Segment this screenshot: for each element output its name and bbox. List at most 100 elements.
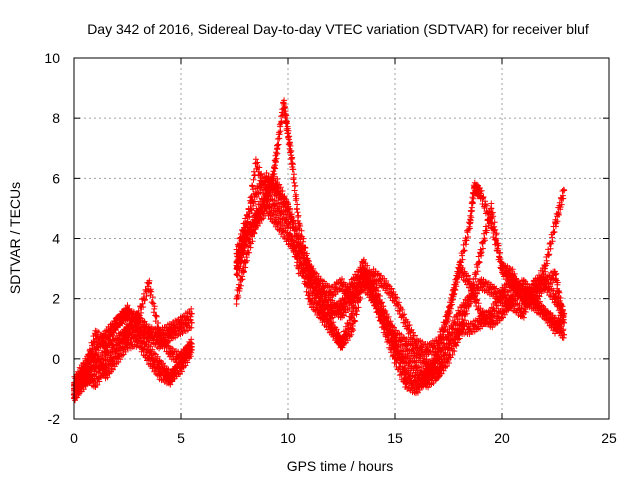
data-point <box>327 301 334 308</box>
data-point <box>509 280 516 287</box>
data-point <box>413 379 420 386</box>
data-point <box>124 307 131 314</box>
data-point <box>531 286 538 293</box>
data-point <box>270 175 277 182</box>
data-point <box>81 367 88 374</box>
data-point <box>306 271 313 278</box>
data-point <box>145 280 152 287</box>
data-point <box>263 196 270 203</box>
data-point <box>167 325 174 332</box>
data-point <box>488 220 495 227</box>
data-point <box>499 295 505 302</box>
data-point <box>295 235 302 242</box>
data-point <box>434 349 441 356</box>
data-point <box>113 355 120 362</box>
data-point <box>317 289 324 296</box>
data-point <box>466 220 473 227</box>
data-point <box>349 310 356 317</box>
x-axis-tick-labels: 0 5 10 15 20 25 <box>70 430 617 446</box>
data-point <box>113 346 120 353</box>
data-point <box>488 205 495 212</box>
data-point <box>477 250 484 257</box>
data-point <box>531 295 538 302</box>
data-point <box>359 259 366 266</box>
data-point <box>327 325 334 332</box>
data-point <box>92 346 99 353</box>
data-point <box>488 319 495 326</box>
data-point <box>327 319 334 326</box>
data-point <box>520 295 527 302</box>
data-series <box>71 97 568 404</box>
data-point <box>370 280 377 287</box>
data-point <box>92 379 99 386</box>
data-point <box>413 364 420 371</box>
data-point <box>103 361 110 368</box>
data-point <box>103 370 110 377</box>
data-point <box>456 310 463 317</box>
data-point <box>520 280 527 287</box>
data-point <box>392 355 398 362</box>
data-point <box>434 340 441 347</box>
data-point <box>285 235 291 242</box>
data-point <box>499 265 505 272</box>
data-point <box>103 349 110 356</box>
data-point <box>274 220 281 227</box>
data-point <box>359 280 366 287</box>
data-point <box>317 280 324 287</box>
data-point <box>392 346 398 353</box>
data-point <box>306 280 313 287</box>
data-point <box>381 319 388 326</box>
y-tick-label: 0 <box>52 351 60 367</box>
y-axis-label: SDTVAR / TECUs <box>7 182 23 294</box>
y-tick-label: 2 <box>52 291 60 307</box>
data-point <box>135 337 142 344</box>
data-point <box>252 220 259 227</box>
data-point <box>113 319 120 326</box>
data-point <box>306 265 313 272</box>
data-point <box>488 310 495 317</box>
data-point <box>509 301 516 308</box>
data-point <box>392 295 398 302</box>
data-point <box>295 265 302 272</box>
data-point <box>381 280 388 287</box>
data-point <box>81 379 88 386</box>
y-tick-label: 4 <box>52 231 60 247</box>
data-point <box>178 325 184 332</box>
data-point <box>145 331 152 338</box>
data-point <box>263 205 270 212</box>
data-point <box>424 346 431 353</box>
data-point <box>92 331 99 338</box>
data-point <box>370 286 377 293</box>
data-point <box>317 301 324 308</box>
data-point <box>552 295 559 302</box>
data-point <box>145 355 152 362</box>
data-point <box>327 310 334 317</box>
data-point <box>178 355 184 362</box>
data-point <box>434 355 441 362</box>
data-point <box>445 310 452 317</box>
data-point <box>113 337 120 344</box>
data-point <box>445 340 452 347</box>
data-point <box>233 271 240 278</box>
data-point <box>124 340 131 347</box>
data-point <box>488 286 495 293</box>
data-point <box>471 184 478 191</box>
data-point <box>552 325 559 332</box>
data-point <box>509 271 516 278</box>
data-point <box>274 181 281 188</box>
data-point <box>424 361 431 368</box>
y-tick-label: 6 <box>52 170 60 186</box>
data-point <box>445 355 452 362</box>
data-point <box>252 160 259 167</box>
data-point <box>370 271 377 278</box>
data-point <box>285 130 291 137</box>
data-point <box>233 295 240 302</box>
data-point <box>317 310 324 317</box>
data-point <box>274 205 281 212</box>
data-point <box>499 289 505 296</box>
data-point <box>413 340 420 347</box>
data-point <box>466 325 473 332</box>
data-point <box>349 295 356 302</box>
x-tick-label: 15 <box>387 430 403 446</box>
